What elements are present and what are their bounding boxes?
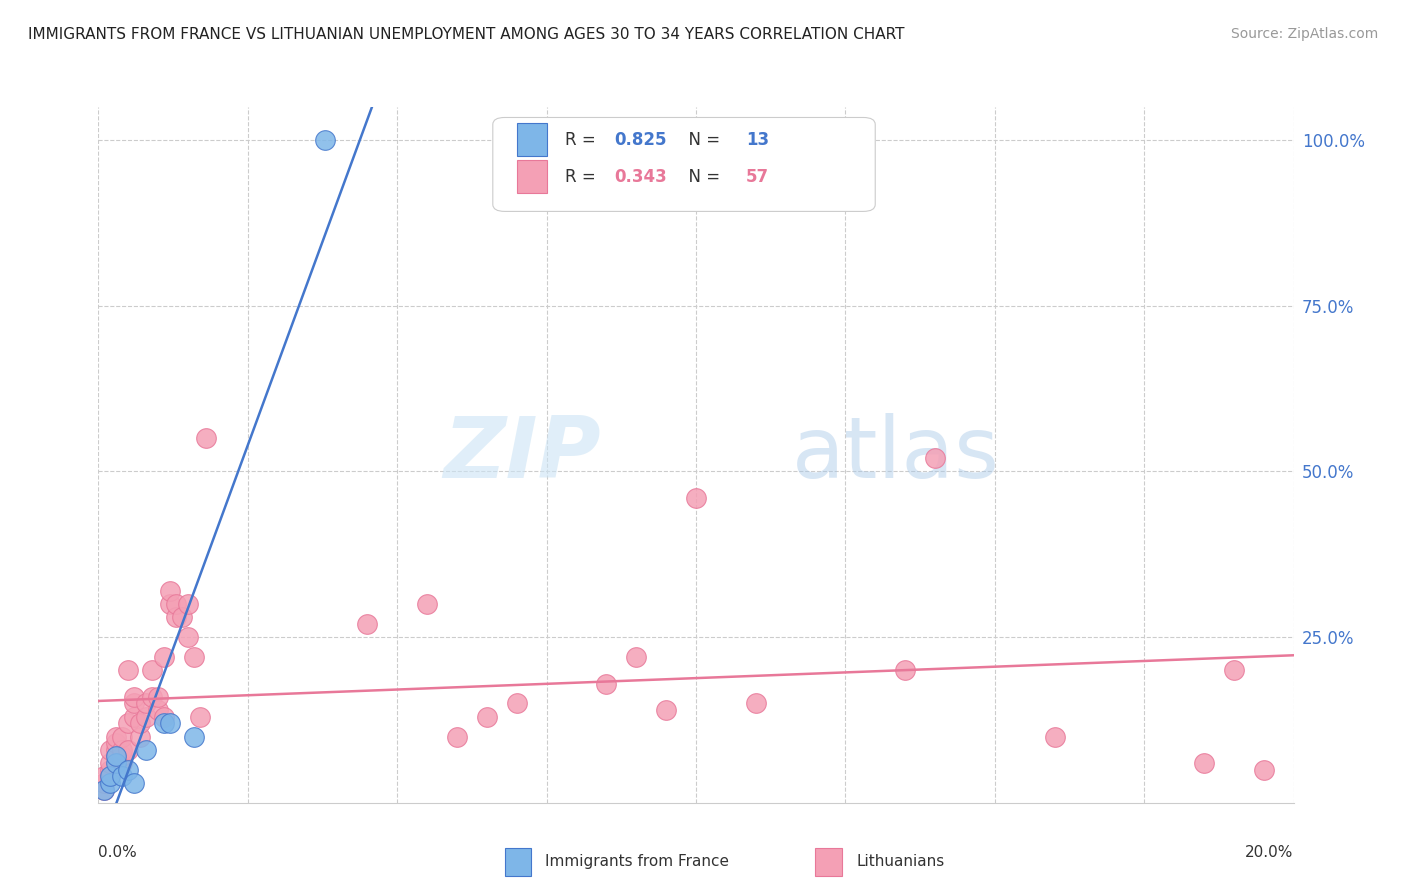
Point [148,690,170,704]
Point [924,451,946,466]
Text: R =: R = [565,131,600,149]
Point [98,743,122,757]
Point [129,716,152,731]
Point [105,736,128,750]
Point [894,663,917,677]
Point [105,749,128,764]
Point [153,650,176,665]
Point [177,597,200,611]
Text: N =: N = [678,168,725,186]
Point [153,709,176,723]
Point [595,676,617,690]
Point [111,756,134,770]
Point [1223,663,1246,677]
Point [1192,756,1215,770]
Point [135,709,157,723]
Point [105,756,128,770]
Text: R =: R = [565,168,600,186]
Text: IMMIGRANTS FROM FRANCE VS LITHUANIAN UNEMPLOYMENT AMONG AGES 30 TO 34 YEARS CORR: IMMIGRANTS FROM FRANCE VS LITHUANIAN UNE… [28,27,904,42]
Point [159,583,181,598]
Point [135,743,157,757]
Point [117,663,139,677]
Point [105,749,128,764]
Text: 20.0%: 20.0% [1246,845,1294,860]
Point [165,597,187,611]
Point [506,697,529,711]
Point [111,769,134,783]
Point [111,730,134,744]
Point [124,697,146,711]
Point [153,716,176,731]
Text: Source: ZipAtlas.com: Source: ZipAtlas.com [1230,27,1378,41]
Text: atlas: atlas [792,413,1000,497]
Point [183,730,205,744]
Point [195,431,218,445]
Point [183,650,205,665]
Point [626,650,648,665]
Point [98,756,122,770]
Text: 57: 57 [747,168,769,186]
Point [117,716,139,731]
Point [93,769,115,783]
Point [105,743,128,757]
Point [93,782,115,797]
Point [111,743,134,757]
Point [356,616,378,631]
Point [141,690,163,704]
Point [117,763,139,777]
Text: 0.343: 0.343 [614,168,668,186]
Point [315,133,337,147]
Text: ZIP: ZIP [443,413,600,497]
Point [129,730,152,744]
Text: 0.0%: 0.0% [98,845,138,860]
Point [105,730,128,744]
Point [111,749,134,764]
Text: 0.825: 0.825 [614,131,668,149]
Bar [517,160,547,194]
Bar [517,123,547,156]
FancyBboxPatch shape [494,118,876,211]
Point [177,630,200,644]
Point [475,709,498,723]
Point [188,709,211,723]
Point [98,776,122,790]
Point [159,716,181,731]
Point [446,730,468,744]
Point [165,610,187,624]
Text: Lithuanians: Lithuanians [856,855,945,870]
Point [93,782,115,797]
Point [655,703,678,717]
Point [141,663,163,677]
Point [124,776,146,790]
Bar [505,848,531,876]
Point [685,491,707,505]
Text: Immigrants from France: Immigrants from France [546,855,730,870]
Point [98,769,122,783]
Point [172,610,194,624]
Point [1253,763,1275,777]
Text: 13: 13 [747,131,769,149]
Point [117,743,139,757]
Point [135,697,157,711]
Point [98,769,122,783]
Text: N =: N = [678,131,725,149]
Point [124,709,146,723]
Point [98,763,122,777]
Bar [815,848,842,876]
Point [124,690,146,704]
Point [159,597,181,611]
Point [745,697,768,711]
Point [93,776,115,790]
Point [148,703,170,717]
Point [1043,730,1066,744]
Point [416,597,439,611]
